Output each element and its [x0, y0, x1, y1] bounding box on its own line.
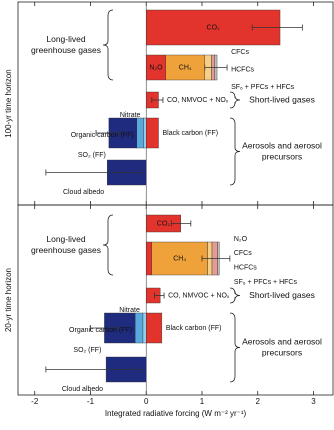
segment-label: Black carbon (FF) — [166, 325, 222, 332]
group-label: Short-lived gases — [249, 94, 315, 104]
bar-segment — [146, 241, 153, 276]
panel-frame — [17, 204, 334, 396]
segment-label: Nitrate — [120, 112, 141, 119]
x-tick-label: 1 — [200, 397, 205, 406]
group-label: Long-lived — [46, 34, 85, 44]
segment-label: Cloud albedo — [62, 386, 103, 393]
segment-label: CH₄ — [173, 255, 186, 262]
bar-segment — [146, 117, 159, 149]
segment-label: SO₂ (FF) — [78, 152, 106, 159]
group-label: precursors — [262, 151, 302, 161]
group-label: precursors — [262, 347, 302, 357]
segment-label: CFCs — [234, 250, 252, 257]
segment-label: SO₂ (FF) — [73, 347, 101, 354]
segment-label: Organic carbon (FF) — [71, 132, 134, 139]
x-tick-label: -2 — [31, 397, 39, 406]
segment-label: Cloud albedo — [63, 189, 104, 196]
segment-label: CO, NMVOC + NOₓ — [168, 292, 230, 299]
group-brace — [229, 312, 241, 383]
group-brace — [229, 91, 241, 109]
x-tick-label: 0 — [144, 397, 149, 406]
segment-label: N₂O — [234, 236, 248, 243]
panel-label: 100-yr time horizon — [4, 69, 13, 137]
segment-label: N₂O — [149, 64, 163, 71]
bar-segment — [134, 312, 144, 344]
segment-label: Nitrate — [119, 307, 140, 314]
bar-segment — [165, 54, 205, 81]
segment-label: CFCs — [231, 49, 249, 56]
bar-segment — [151, 241, 208, 276]
group-brace — [229, 117, 241, 186]
segment-label: HCFCs — [234, 265, 257, 272]
x-tick-label: 2 — [256, 397, 261, 406]
group-label: greenhouse gases — [31, 45, 101, 55]
bar-segment — [146, 312, 163, 344]
x-tick-label: 3 — [311, 397, 316, 406]
segment-label: SF₆ + PFCs + HFCs — [231, 84, 295, 91]
segment-label: HCFCs — [231, 66, 254, 73]
segment-label: SF₆ + PFCs + HFCs — [234, 279, 298, 286]
segment-label: Black carbon (FF) — [162, 130, 218, 137]
bar-segment — [142, 312, 147, 344]
group-label: Aerosols and aerosol — [242, 336, 322, 346]
group-brace — [102, 9, 114, 81]
group-brace — [229, 287, 241, 304]
group-label: Long-lived — [46, 234, 85, 244]
segment-label: CO₂ — [157, 220, 171, 227]
group-label: Aerosols and aerosol — [242, 140, 322, 150]
segment-label: Organic carbon (FF) — [69, 327, 132, 334]
segment-label: CO₂ — [207, 24, 221, 31]
group-brace — [102, 214, 114, 276]
bar-segment — [143, 117, 147, 149]
group-label: greenhouse gases — [31, 245, 101, 255]
segment-label: CH₄ — [179, 64, 192, 71]
group-label: Short-lived gases — [249, 290, 315, 300]
x-axis-label: Integrated radiative forcing (W m⁻² yr⁻¹… — [105, 409, 247, 418]
x-tick-label: -1 — [87, 397, 95, 406]
bar-segment — [136, 117, 144, 149]
panel-label: 20-yr time horizon — [4, 268, 13, 332]
segment-label: CO, NMVOC + NOₓ — [167, 97, 229, 104]
